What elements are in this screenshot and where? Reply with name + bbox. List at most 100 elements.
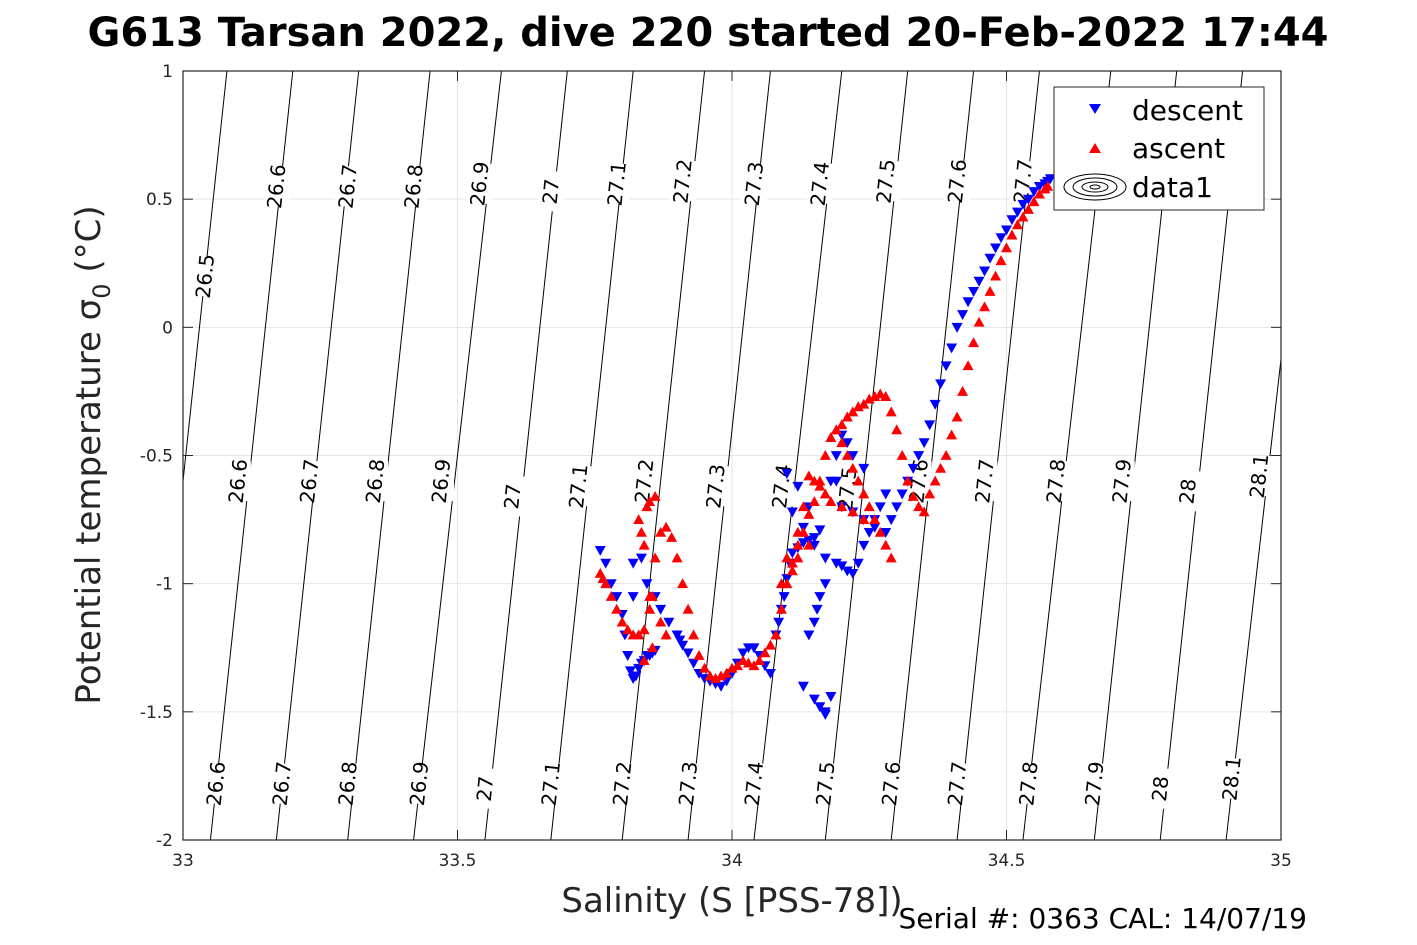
contour-label: 26.6	[202, 760, 231, 807]
ascent-point	[660, 521, 672, 532]
contour-label-bg	[1174, 471, 1201, 512]
ascent-point	[836, 437, 848, 448]
ascent-point	[858, 514, 870, 524]
descent-point	[1022, 194, 1034, 205]
ascent-point	[710, 673, 722, 683]
descent-point	[773, 617, 785, 628]
ascent-point	[819, 450, 831, 460]
ascent-point	[836, 419, 848, 430]
descent-point	[814, 592, 826, 602]
contour-label-bg	[499, 476, 526, 517]
contour-label: 26.9	[405, 760, 434, 807]
contour-label: 27.5	[871, 158, 900, 205]
descent-point	[847, 569, 859, 579]
ascent-point	[638, 655, 650, 665]
descent-point	[677, 640, 689, 651]
contour-label-bg	[362, 461, 389, 502]
descent-point	[847, 451, 859, 461]
contour-label: 27.8	[1014, 760, 1043, 807]
ascent-point	[968, 337, 980, 348]
legend-descent-label: descent	[1132, 94, 1243, 127]
x-tick-label: 33	[172, 851, 194, 871]
legend-data1-marker	[1063, 173, 1127, 201]
ascent-point	[644, 496, 656, 507]
descent-point	[968, 287, 980, 297]
contour-label: 26.8	[333, 760, 362, 807]
ascent-point	[644, 603, 656, 614]
contour-label: 27	[538, 178, 565, 206]
contour-label-bg	[834, 468, 861, 509]
ascent-point	[891, 424, 903, 435]
descent-point	[825, 692, 837, 702]
contour-label-bg	[878, 763, 905, 804]
contour-label: 26.6	[262, 163, 291, 210]
contour-label-bg	[466, 163, 493, 204]
descent-point	[737, 648, 749, 659]
ascent-point	[896, 450, 908, 460]
ascent-point	[990, 270, 1002, 281]
descent-point	[880, 528, 892, 538]
contour-label-bg	[609, 763, 636, 804]
descent-point	[957, 310, 969, 321]
ascent-point	[946, 429, 958, 440]
descent-point	[781, 469, 793, 479]
ascent-point	[797, 501, 809, 512]
ascent-point	[858, 488, 870, 499]
ascent-point	[852, 401, 864, 412]
legend-box	[1053, 86, 1265, 211]
descent-point	[605, 579, 617, 590]
contour-label: 28	[1174, 477, 1201, 505]
descent-point	[929, 399, 941, 410]
ascent-point	[1028, 196, 1040, 207]
ascent-point	[1033, 188, 1045, 199]
ascent-point	[874, 526, 886, 537]
contour-label: 26.7	[333, 163, 362, 210]
descent-point	[858, 540, 870, 551]
descent-point	[984, 253, 996, 264]
contour-label-bg	[202, 763, 229, 804]
descent-point	[635, 553, 647, 564]
contour-label-bg	[631, 461, 658, 502]
descent-point	[935, 379, 947, 390]
ascent-point	[957, 385, 969, 396]
descent-point	[622, 651, 634, 661]
descent-point	[792, 481, 804, 492]
serial-footer: Serial #: 0363 CAL: 14/07/19	[899, 902, 1307, 935]
descent-point	[973, 276, 985, 287]
descent-point	[764, 668, 776, 679]
ascent-point	[836, 501, 848, 512]
ascent-point	[792, 539, 804, 550]
descent-point	[1033, 181, 1045, 192]
descent-point	[663, 617, 675, 628]
y-axis-label-subscript: 0	[88, 283, 116, 298]
ascent-point	[633, 514, 645, 524]
ascent-point	[605, 590, 617, 601]
ascent-point	[984, 285, 996, 296]
contour-label-bg	[1246, 456, 1273, 497]
descent-point	[880, 489, 892, 500]
contour-label-bg	[1081, 763, 1108, 804]
descent-point	[715, 681, 727, 692]
ascent-point	[660, 629, 672, 640]
contour-label-bg	[296, 461, 323, 502]
ascent-point	[951, 411, 963, 422]
ascent-point	[655, 526, 667, 537]
ascent-point	[638, 624, 650, 635]
ascent-point	[869, 391, 881, 401]
ascent-point	[635, 526, 647, 537]
contour-label: 26.5	[191, 253, 220, 300]
y-axis-label-main: Potential temperature σ	[69, 299, 109, 705]
ascent-point	[847, 406, 859, 417]
ascent-point	[622, 624, 634, 635]
descent-point	[624, 666, 636, 677]
ascent-point	[641, 501, 653, 512]
ascent-point	[913, 501, 925, 512]
contour-label: 28.1	[1217, 755, 1246, 802]
contour-label: 26.9	[465, 160, 494, 207]
ascent-point	[611, 603, 623, 614]
ascent-point	[929, 475, 941, 486]
descent-point	[671, 630, 683, 641]
data-series	[594, 174, 1056, 720]
contour-label: 26.9	[427, 458, 456, 505]
descent-point	[858, 463, 870, 474]
